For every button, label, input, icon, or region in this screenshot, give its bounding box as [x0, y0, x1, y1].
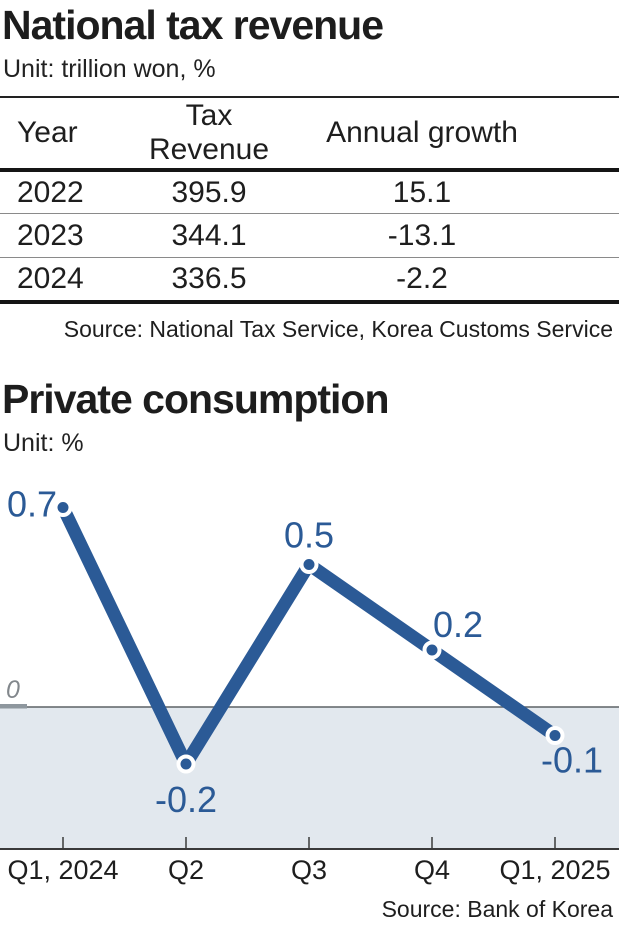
table-cell: 2024	[17, 262, 84, 296]
column-header-annual-growth: Annual growth	[326, 115, 518, 149]
consumption-line-chart: 0 Q1, 2024 Q2 Q3 Q4 Q1, 2025 0.7 -0.2 0.5 0.2 -0.1	[0, 484, 619, 885]
data-point-marker	[176, 754, 196, 774]
value-label: -0.1	[541, 740, 603, 781]
table-cell: -2.2	[396, 262, 448, 296]
table-row: 2023 344.1 -13.1	[0, 214, 619, 258]
value-label: -0.2	[155, 779, 217, 820]
tax-table-head: Year Tax Revenue Annual growth	[0, 97, 619, 170]
tax-revenue-section: National tax revenue Unit: trillion won,…	[0, 0, 619, 342]
value-label: 0.5	[284, 515, 334, 556]
tax-revenue-unit: Unit: trillion won, %	[3, 55, 216, 84]
tax-revenue-title: National tax revenue	[2, 2, 384, 48]
table-cell: 2022	[17, 175, 84, 209]
x-axis-label: Q1, 2025	[499, 855, 610, 885]
x-axis-label: Q1, 2024	[7, 855, 118, 885]
table-row: 2024 336.5 -2.2	[0, 258, 619, 302]
x-axis-label: Q3	[291, 855, 327, 885]
data-point-marker	[545, 726, 565, 746]
table-cell: 15.1	[392, 175, 452, 209]
table-cell: 336.5	[171, 262, 247, 296]
table-cell: -13.1	[387, 218, 457, 252]
value-label: 0.7	[7, 484, 57, 525]
table-cell: 395.9	[171, 175, 247, 209]
table-cell: 2023	[17, 218, 84, 252]
column-header-tax-revenue: Tax Revenue	[148, 98, 270, 166]
tax-table-header-row: Year Tax Revenue Annual growth	[0, 97, 619, 170]
negative-area	[0, 707, 619, 850]
private-consumption-title: Private consumption	[2, 376, 390, 423]
data-point-marker	[53, 498, 73, 518]
zero-axis-label: 0	[6, 676, 20, 704]
private-consumption-section: Private consumption Unit: % 0 Q1, 2024 Q2 Q…	[0, 374, 619, 922]
tax-revenue-source: Source: National Tax Service, Korea Cust…	[63, 315, 613, 342]
x-axis-label: Q2	[168, 855, 204, 885]
column-header-year: Year	[17, 115, 78, 149]
zero-tick	[0, 704, 27, 709]
table-row: 2022 395.9 15.1	[0, 170, 619, 214]
consumption-chart: 0 Q1, 2024 Q2 Q3 Q4 Q1, 2025 0.7 -0.2 0.5 0.2 -0.1	[0, 467, 619, 892]
table-cell: 344.1	[171, 218, 247, 252]
data-point-marker	[299, 555, 319, 575]
x-axis-label: Q4	[414, 855, 450, 885]
private-consumption-source: Source: Bank of Korea	[381, 896, 613, 923]
value-label: 0.2	[433, 604, 483, 645]
data-point-marker	[422, 640, 442, 660]
private-consumption-unit: Unit: %	[3, 429, 84, 458]
tax-revenue-table: Year Tax Revenue Annual growth 2022 395.9…	[0, 95, 619, 304]
tax-table-body: 2022 395.9 15.1 2023 344.1 -13.1 2024 336.5 -2.2	[0, 170, 619, 302]
